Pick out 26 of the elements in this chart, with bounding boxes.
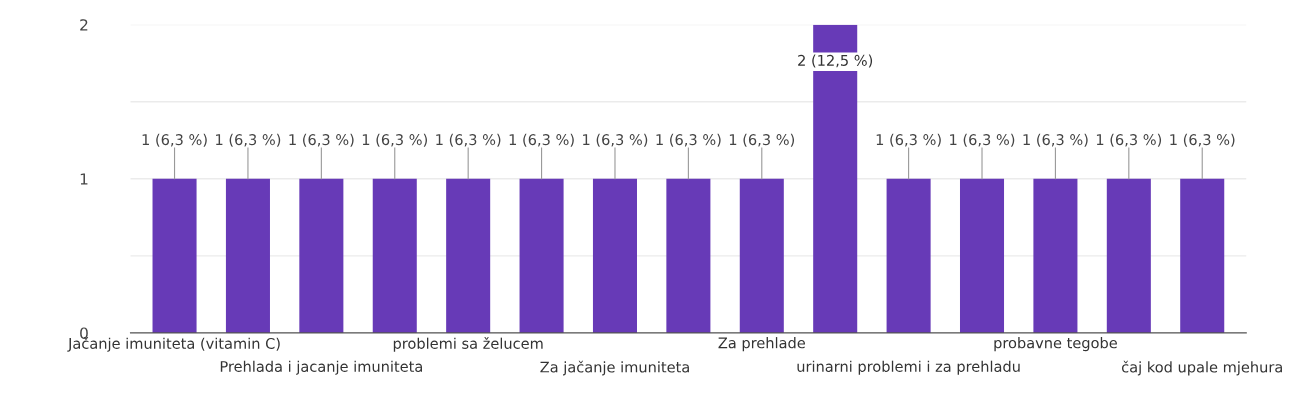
- x-tick-label: Prehlada i jacanje imuniteta: [220, 360, 422, 375]
- x-tick-label: problemi sa želucem: [393, 337, 543, 352]
- x-tick-label: Za prehlade: [718, 337, 805, 352]
- data-label: 1 (6,3 %): [876, 133, 941, 147]
- data-label: 1 (6,3 %): [583, 133, 648, 147]
- y-tick-label: 1: [80, 173, 88, 185]
- data-label: 1 (6,3 %): [950, 133, 1015, 147]
- data-label: 1 (6,3 %): [362, 133, 427, 147]
- data-label: 1 (6,3 %): [289, 133, 354, 147]
- data-label: 1 (6,3 %): [509, 133, 574, 147]
- y-tick-label: 2: [80, 19, 88, 31]
- x-tick-label: Za jačanje imuniteta: [540, 360, 689, 376]
- data-label: 1 (6,3 %): [729, 133, 795, 147]
- x-tick-label: urinarni problemi i za prehladu: [797, 360, 1020, 375]
- y-tick-label: 0: [80, 327, 88, 339]
- data-label: 1 (6,3 %): [142, 133, 207, 147]
- data-label: 1 (6,3 %): [216, 133, 281, 147]
- data-label: 2 (12,5 %): [798, 54, 873, 68]
- data-label: 1 (6,3 %): [1096, 133, 1162, 147]
- data-label: 1 (6,3 %): [1170, 133, 1235, 147]
- data-label: 1 (6,3 %): [656, 133, 721, 147]
- x-tick-label: probavne tegobe: [994, 337, 1117, 352]
- x-tick-label: Jačanje imuniteta (vitamin C): [67, 337, 280, 352]
- data-label: 1 (6,3 %): [436, 133, 501, 147]
- data-label: 1 (6,3 %): [1023, 133, 1088, 147]
- x-tick-label: čaj kod upale mjehura: [1121, 360, 1282, 376]
